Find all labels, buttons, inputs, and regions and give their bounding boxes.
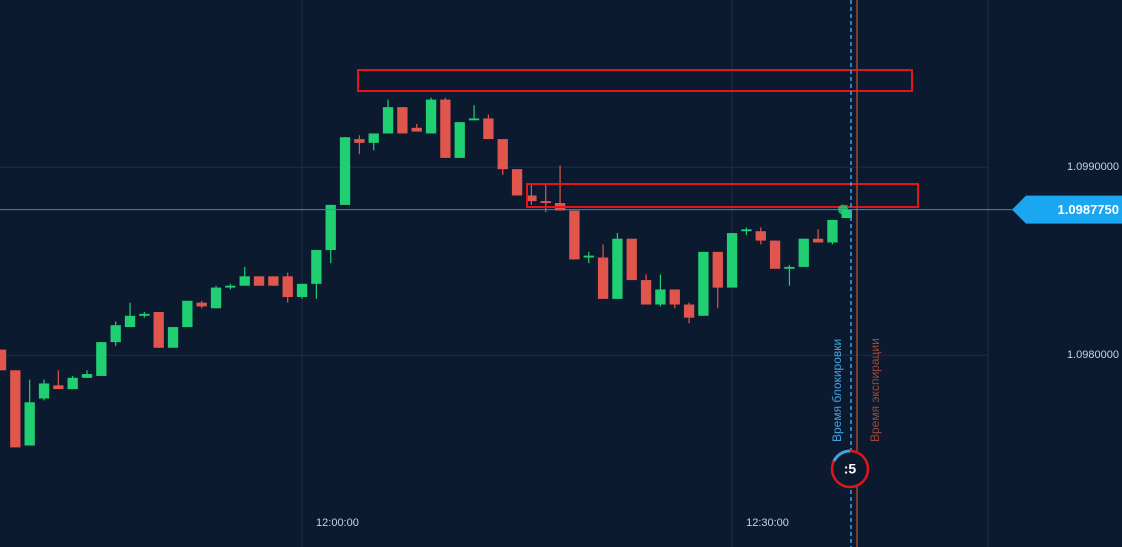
candle-body xyxy=(411,127,422,132)
candle-body xyxy=(24,402,35,446)
candle-body xyxy=(311,250,322,284)
candle-body xyxy=(526,195,537,202)
candle-body xyxy=(712,251,723,288)
candle-body xyxy=(812,238,824,243)
candle-body xyxy=(640,280,652,305)
candle-body xyxy=(139,313,150,316)
candle-body xyxy=(239,276,250,286)
candle-body xyxy=(81,374,93,378)
current-price-dot xyxy=(838,204,848,215)
candle-body xyxy=(153,312,164,348)
current-price-label: 1.0987750 xyxy=(1058,202,1119,217)
candle-body xyxy=(540,201,551,204)
candle-body xyxy=(38,383,50,399)
candle-body xyxy=(210,287,222,309)
timer: :5 xyxy=(844,461,857,477)
candle-body xyxy=(726,233,738,288)
candle-body xyxy=(655,289,666,305)
candle-body xyxy=(354,139,365,143)
candle-body xyxy=(397,107,408,134)
timer-progress xyxy=(832,449,851,462)
candle-body xyxy=(225,285,236,288)
candle-body xyxy=(296,283,308,297)
candle-body xyxy=(497,139,508,170)
candle-body xyxy=(53,385,64,390)
lock-label: Время блокировки xyxy=(830,339,844,442)
candle-body xyxy=(798,238,809,267)
candle-body xyxy=(583,255,594,258)
candle-body xyxy=(382,107,394,134)
current-price-tag xyxy=(1012,195,1122,224)
zone-box xyxy=(357,69,913,92)
candle-body xyxy=(483,118,494,140)
candle-body xyxy=(454,122,465,158)
candle-body xyxy=(669,289,680,305)
candle-body xyxy=(784,266,795,269)
candle-body xyxy=(0,349,7,371)
candle-body xyxy=(110,325,121,343)
candles xyxy=(0,97,852,448)
candle-body xyxy=(440,99,451,158)
y-tick-label: 1.0990000 xyxy=(1067,161,1119,173)
candle-body xyxy=(253,276,265,286)
candle-body xyxy=(425,99,437,134)
x-tick-label: 12:00:00 xyxy=(316,517,359,529)
candle-body xyxy=(769,240,781,269)
x-tick-label: 12:30:00 xyxy=(746,517,789,529)
candle-body xyxy=(468,118,480,121)
candle-body xyxy=(196,302,207,307)
candle-body xyxy=(841,209,852,219)
candle-body xyxy=(827,219,838,243)
axes: 1.0980000 1.0990000 12:00:00 12:30:00 1.0987… xyxy=(0,161,1122,529)
candle-body xyxy=(182,300,193,328)
candle-body xyxy=(67,377,78,390)
candle-body xyxy=(569,210,580,260)
y-tick-label: 1.0980000 xyxy=(1067,349,1119,361)
candle-body xyxy=(597,257,609,299)
candle-body xyxy=(124,315,136,328)
candle-body xyxy=(268,276,279,286)
expiry-label: Время экспирации xyxy=(868,338,882,442)
zone-box xyxy=(526,183,919,208)
candle-body xyxy=(698,251,709,316)
candle-body xyxy=(10,370,21,448)
candle-body xyxy=(626,238,637,281)
candle-body xyxy=(612,238,623,299)
candle-body xyxy=(167,327,179,348)
candle-body xyxy=(282,276,293,297)
candle-body xyxy=(368,133,379,143)
candle-body xyxy=(339,137,351,205)
candle-body xyxy=(96,342,107,376)
candle-body xyxy=(683,304,695,318)
candle-body xyxy=(755,231,766,241)
candle-body xyxy=(511,169,523,196)
candle-body xyxy=(741,229,752,232)
candle-body xyxy=(325,204,336,251)
